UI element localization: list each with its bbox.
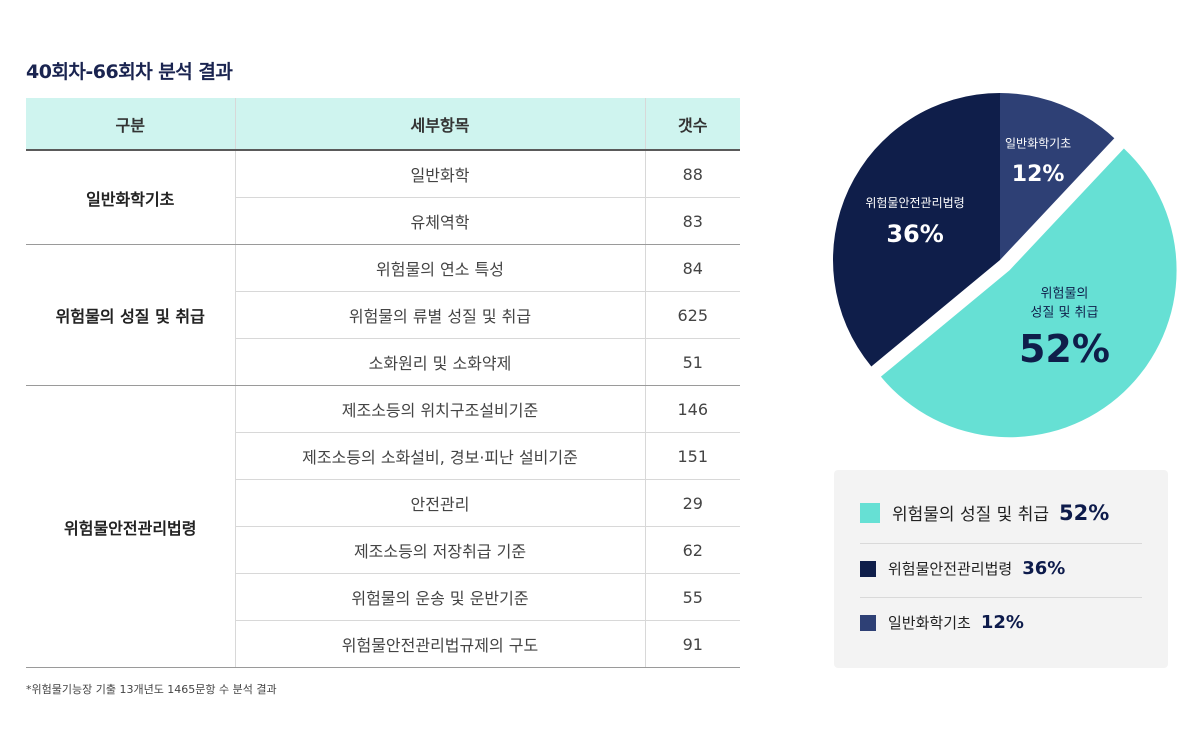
category-cell: 위험물의 성질 및 취급 [26,244,236,386]
item-count-cell: 146 [645,385,740,433]
category-cell: 위험물안전관리법령 [26,385,236,668]
pie-slice [1000,93,1115,260]
table-row: 위험물안전관리법규제의 구도 91 [26,620,740,668]
legend-percent: 12% [980,612,1024,633]
column-header: 갯수 [645,98,740,151]
page-title: 40회차-66회차 분석 결과 [26,61,233,83]
slice-percent-label: 52% [1019,327,1110,371]
analysis-table: 구분 세부항목 갯수 일반화학기초 일반화학 88 유체역학 83 위험물의 성질 및 취급 위… [26,98,740,668]
chart-legend: 위험물의 성질 및 취급 52% 위험물안전관리법령 36% 일반화학기초 12% [834,470,1168,668]
item-name-cell: 안전관리 [235,479,646,527]
legend-item: 위험물의 성질 및 취급 52% [860,500,1142,525]
slice-label: 성질 및 취급 [1030,306,1098,321]
item-name-cell: 일반화학 [235,150,646,198]
item-name-cell: 위험물의 운송 및 운반기준 [235,573,646,621]
legend-item: 위험물안전관리법령 36% [860,558,1142,579]
pie-slice [833,93,1000,367]
table-row: 안전관리 29 [26,479,740,527]
table-row: 위험물의 성질 및 취급 위험물의 연소 특성 84 [26,244,740,386]
table-row: 소화원리 및 소화약제 51 [26,338,740,386]
legend-swatch [860,502,880,523]
column-header: 구분 [26,98,236,151]
legend-percent: 36% [1022,558,1066,579]
slice-label: 위험물안전관리법령 [865,196,964,210]
legend-swatch [860,614,876,631]
table-row: 위험물안전관리법령 제조소등의 위치구조설비기준 146 [26,385,740,668]
table-row: 위험물의 류별 성질 및 취급 625 [26,291,740,339]
item-count-cell: 625 [645,291,740,339]
item-name-cell: 소화원리 및 소화약제 [235,338,646,386]
table-row: 일반화학기초 일반화학 88 [26,150,740,245]
item-count-cell: 84 [645,244,740,292]
item-name-cell: 유체역학 [235,197,646,245]
table-row: 유체역학 83 [26,197,740,245]
item-name-cell: 제조소등의 저장취급 기준 [235,526,646,574]
pie-slice [880,148,1177,438]
footnote: *위험물기능장 기출 13개년도 1465문항 수 분석 결과 [26,683,277,696]
legend-label: 위험물안전관리법령 [888,560,1013,578]
item-count-cell: 83 [645,197,740,245]
table-body: 일반화학기초 일반화학 88 유체역학 83 위험물의 성질 및 취급 위험물의 연소 특성… [26,150,740,668]
item-count-cell: 88 [645,150,740,198]
legend-item: 일반화학기초 12% [860,612,1142,633]
item-name-cell: 위험물안전관리법규제의 구도 [235,620,646,668]
item-count-cell: 55 [645,573,740,621]
legend-swatch [860,560,876,577]
legend-percent: 52% [1058,500,1110,525]
slice-percent-label: 12% [1012,162,1065,187]
item-count-cell: 29 [645,479,740,527]
item-name-cell: 위험물의 류별 성질 및 취급 [235,291,646,339]
slice-label: 위험물의 [1041,287,1089,302]
item-name-cell: 제조소등의 소화설비, 경보·피난 설비기준 [235,432,646,480]
slice-percent-label: 36% [886,220,943,248]
table-row: 위험물의 운송 및 운반기준 55 [26,573,740,621]
legend-divider [860,543,1142,544]
legend-label: 위험물의 성질 및 취급 [892,505,1049,525]
table-header-row: 구분 세부항목 갯수 [26,98,740,151]
category-cell: 일반화학기초 [26,150,236,245]
table-row: 제조소등의 저장취급 기준 62 [26,526,740,574]
item-count-cell: 62 [645,526,740,574]
item-name-cell: 위험물의 연소 특성 [235,244,646,292]
legend-divider [860,597,1142,598]
slice-label: 일반화학기초 [1005,137,1071,151]
item-count-cell: 51 [645,338,740,386]
item-name-cell: 제조소등의 위치구조설비기준 [235,385,646,433]
item-count-cell: 151 [645,432,740,480]
legend-label: 일반화학기초 [888,614,971,632]
item-count-cell: 91 [645,620,740,668]
column-header: 세부항목 [235,98,646,151]
table-row: 제조소등의 소화설비, 경보·피난 설비기준 151 [26,432,740,480]
